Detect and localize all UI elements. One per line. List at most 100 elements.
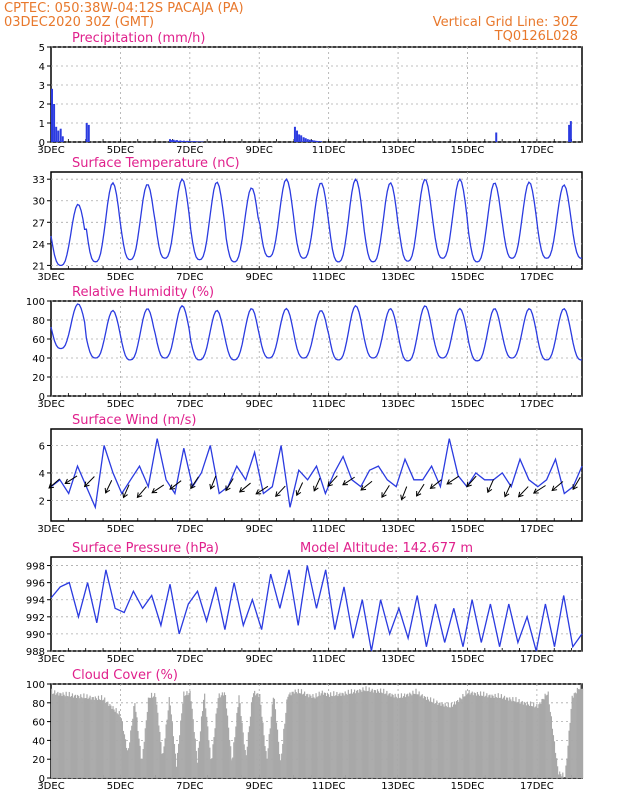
cloud-bar [437,704,439,778]
cloud-bar [249,716,252,778]
wind-arrow [48,478,61,489]
wind-arrow [105,480,113,494]
wind-arrow [64,475,78,484]
wind-arrow-head [64,478,71,484]
cloud-bar [420,695,422,778]
x-tick-label: 5DEC [107,145,134,156]
wind-arrow [381,485,390,498]
y-tick-label: 60 [32,335,45,346]
wind-arrow-head [190,483,196,490]
humidity-line [50,303,583,362]
cloud-bar [341,692,343,778]
cloud-bar [312,694,314,778]
temperature-line [50,177,583,267]
cloud-bar [339,692,341,778]
cloud-bar [501,698,504,778]
panel-title: Surface Pressure (hPa) [72,541,219,556]
cloud-bar [83,693,85,778]
cloud-bar [471,691,473,778]
x-tick-label: 15DEC [451,654,485,665]
cloud-bar [123,734,126,778]
wind-arrow [416,483,425,497]
precip-bar [195,141,198,142]
wind-arrow [225,478,234,491]
cloud-bar [351,693,354,778]
cloud-bar [457,700,459,778]
precip-bar [569,121,572,142]
x-tick-label: 5DEC [107,524,134,535]
cloud-bar [535,706,537,778]
precip-bar [186,140,189,142]
precip-bar [293,126,296,142]
y-tick-label: 0 [39,138,45,149]
cloud-bar [318,691,320,778]
cloud-bar [75,697,78,778]
cloud-bar [235,726,237,778]
cloud-bar [192,719,194,778]
cloud-bar [156,704,158,778]
cloud-bar [77,694,79,778]
x-tick-label: 17DEC [520,524,554,535]
cloud-bar [334,696,336,778]
cloud-bar [221,692,223,778]
cloud-bar [286,699,288,778]
y-tick-label: 5 [39,43,45,54]
cloud-bar [495,696,497,778]
cloud-bar [534,707,536,778]
cloud-bar [82,698,84,778]
cloud-bar [308,697,310,778]
precip-bar [87,124,90,142]
wind-arrow [275,485,286,497]
panel-title: Cloud Cover (%) [72,668,178,683]
cloud-bar [509,697,511,778]
panel-title: Surface Temperature (nC) [72,156,240,171]
cloud-bar [355,693,357,778]
y-tick-label: 0 [39,774,45,785]
wind-arrow [296,482,304,496]
wind-arrow [466,475,477,487]
cloud-bar [69,696,71,778]
precip-bar [188,141,191,142]
x-tick-label: 17DEC [520,272,554,283]
precip-bar [61,136,64,142]
cloud-bar [153,696,155,778]
cloud-bar [178,743,180,778]
cloud-bar [231,760,233,778]
cloud-bar [195,750,197,778]
cloud-bar [128,748,130,778]
precip-bar [311,140,314,142]
cloud-bar [477,694,480,778]
cloud-bar [261,716,263,778]
cloud-bar [549,711,551,778]
y-tick-label: 994 [26,596,45,607]
panel-title: Relative Humidity (%) [72,285,214,300]
cloud-bar [383,688,385,778]
y-tick-label: 992 [26,613,45,624]
cloud-bar [503,695,506,778]
cloud-bar [320,693,322,778]
cloud-bar [492,695,494,778]
precip-bar [55,126,58,142]
cloud-bar [317,696,319,778]
wind-arrow [430,479,442,489]
cloud-bar [575,693,577,778]
cloud-bar [70,695,72,778]
cloud-bar [222,695,224,778]
cloud-bar [285,712,287,778]
cloud-bar [272,697,274,778]
y-tick-label: 4 [39,469,45,480]
cloud-bar [525,705,527,778]
cloud-bar [511,701,513,778]
cloud-bar [533,702,535,778]
cloud-bar [228,727,230,778]
cloud-bar [447,702,449,778]
cloud-bar [244,750,246,778]
cloud-bar [566,758,568,778]
cloud-bar [439,702,441,778]
cloud-bar [384,694,386,778]
cloud-bar [243,744,245,778]
precip-bar [51,88,53,142]
cloud-bar [386,690,388,778]
cloud-bar [65,691,67,778]
x-tick-label: 9DEC [246,654,273,665]
